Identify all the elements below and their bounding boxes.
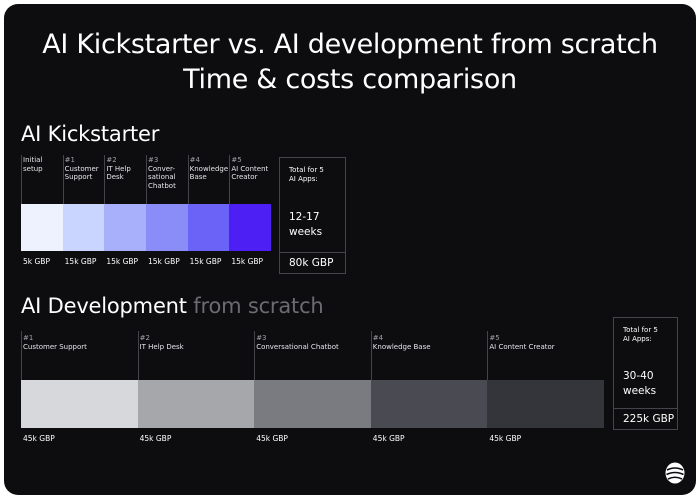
step-number: #3	[148, 156, 159, 164]
kickstarter-heading: AI Kickstarter	[21, 122, 159, 146]
step-name: AI Content Creator	[231, 164, 269, 182]
scratch-weeks-unit: weeks	[623, 385, 657, 397]
step-name: AI Content Creator	[489, 342, 555, 351]
step-name: IT Help Desk	[106, 164, 131, 182]
step-label: #1 Customer Support	[65, 156, 103, 182]
title-line-2: Time & costs comparison	[183, 64, 517, 95]
scratch-title: AI Development	[21, 294, 187, 318]
kickstarter-weeks-range: 12-17	[289, 211, 320, 223]
step-name: Initial setup	[23, 156, 43, 173]
step-label: #4 Knowledge Base	[373, 334, 486, 351]
step-bar	[370, 380, 488, 428]
step-cost-label: 45k GBP	[489, 434, 522, 443]
step-guide-line	[62, 155, 64, 204]
step-cost-label: 15k GBP	[231, 257, 264, 266]
step-number: #5	[231, 156, 242, 164]
step-label: #2 IT Help Desk	[140, 334, 253, 351]
step-bar	[187, 204, 230, 251]
step-guide-line	[187, 155, 189, 204]
kickstarter-total-weeks: 12-17 weeks	[289, 210, 322, 240]
step-number: #3	[256, 334, 267, 342]
kickstarter-total-heading-line2: AI Apps:	[289, 175, 318, 183]
step-cost-label: 45k GBP	[23, 434, 55, 443]
kickstarter-title: AI Kickstarter	[21, 122, 160, 146]
step-bar	[21, 204, 63, 251]
step-cost-label: 45k GBP	[372, 434, 405, 443]
step-number: #2	[139, 334, 150, 342]
step-number: #5	[489, 334, 500, 342]
step-cost-label: 45k GBP	[139, 434, 172, 443]
step-cost-label: 15k GBP	[64, 257, 97, 266]
scratch-heading: AI Development from scratch	[21, 294, 324, 318]
step-guide-line	[21, 155, 22, 204]
step-label: #3 Conversational Chatbot	[256, 334, 369, 351]
step-name: Conversational Chatbot	[256, 342, 339, 351]
title-line-1: AI Kickstarter vs. AI development from s…	[42, 29, 658, 60]
step-number: #4	[189, 156, 200, 164]
step-name: Knowledge Base	[189, 164, 229, 182]
step-name: Knowledge Base	[372, 342, 431, 351]
step-guide-line	[137, 331, 139, 380]
step-guide-line	[104, 155, 106, 204]
scratch-total-heading-line1: Total for 5	[623, 326, 658, 334]
brand-logo-icon	[665, 462, 685, 484]
step-guide-line	[487, 331, 489, 380]
step-bar	[62, 204, 105, 251]
step-bar	[146, 204, 188, 251]
step-bar	[104, 204, 146, 251]
kickstarter-total-heading: Total for 5 AI Apps:	[289, 166, 324, 184]
scratch-total-divider	[614, 408, 677, 409]
scratch-weeks-range: 30-40	[623, 370, 654, 382]
step-guide-line	[370, 331, 372, 380]
step-label: #3 Conver-sational Chatbot	[148, 156, 186, 190]
step-name: IT Help Desk	[139, 342, 184, 351]
step-bar	[487, 380, 604, 428]
step-label: #5 AI Content Creator	[231, 156, 269, 182]
step-number: #2	[106, 156, 117, 164]
step-number: #1	[64, 156, 75, 164]
kickstarter-total-cost: 80k GBP	[289, 257, 334, 269]
kickstarter-weeks-unit: weeks	[289, 226, 323, 238]
scratch-title-muted: from scratch	[193, 294, 324, 318]
step-cost-label: 5k GBP	[23, 257, 50, 266]
step-number: #1	[23, 334, 34, 342]
step-cost-label: 15k GBP	[106, 257, 139, 266]
scratch-total-box: Total for 5 AI Apps: 30-40 weeks 225k GB…	[613, 317, 678, 430]
step-cost-label: 45k GBP	[256, 434, 288, 443]
scratch-total-weeks: 30-40 weeks	[623, 369, 656, 399]
step-cost-label: 15k GBP	[148, 257, 180, 266]
step-label: #5 AI Content Creator	[489, 334, 602, 351]
step-guide-line	[146, 155, 147, 204]
step-cost-label: 15k GBP	[189, 257, 222, 266]
step-guide-line	[21, 331, 22, 380]
step-bar	[137, 380, 255, 428]
step-label: #2 IT Help Desk	[106, 156, 144, 182]
kickstarter-total-box: Total for 5 AI Apps: 12-17 weeks 80k GBP	[279, 157, 346, 274]
scratch-total-cost: 225k GBP	[623, 413, 675, 425]
step-bar	[254, 380, 371, 428]
step-name: Conver-sational Chatbot	[148, 164, 176, 190]
kickstarter-total-heading-line1: Total for 5	[289, 166, 324, 174]
step-guide-line	[254, 331, 256, 380]
step-label: #4 Knowledge Base	[190, 156, 228, 182]
step-guide-line	[229, 155, 231, 204]
kickstarter-total-divider	[280, 252, 345, 253]
step-name: Customer Support	[64, 164, 99, 182]
infographic-card: AI Kickstarter vs. AI development from s…	[4, 4, 696, 495]
step-bar	[21, 380, 138, 428]
step-name: Customer Support	[23, 342, 87, 351]
step-label: Initial setup	[23, 156, 61, 173]
step-label: #1 Customer Support	[23, 334, 136, 351]
scratch-total-heading-line2: AI Apps:	[623, 335, 652, 343]
scratch-total-heading: Total for 5 AI Apps:	[623, 326, 658, 344]
step-bar	[229, 204, 271, 251]
step-number: #4	[372, 334, 384, 342]
